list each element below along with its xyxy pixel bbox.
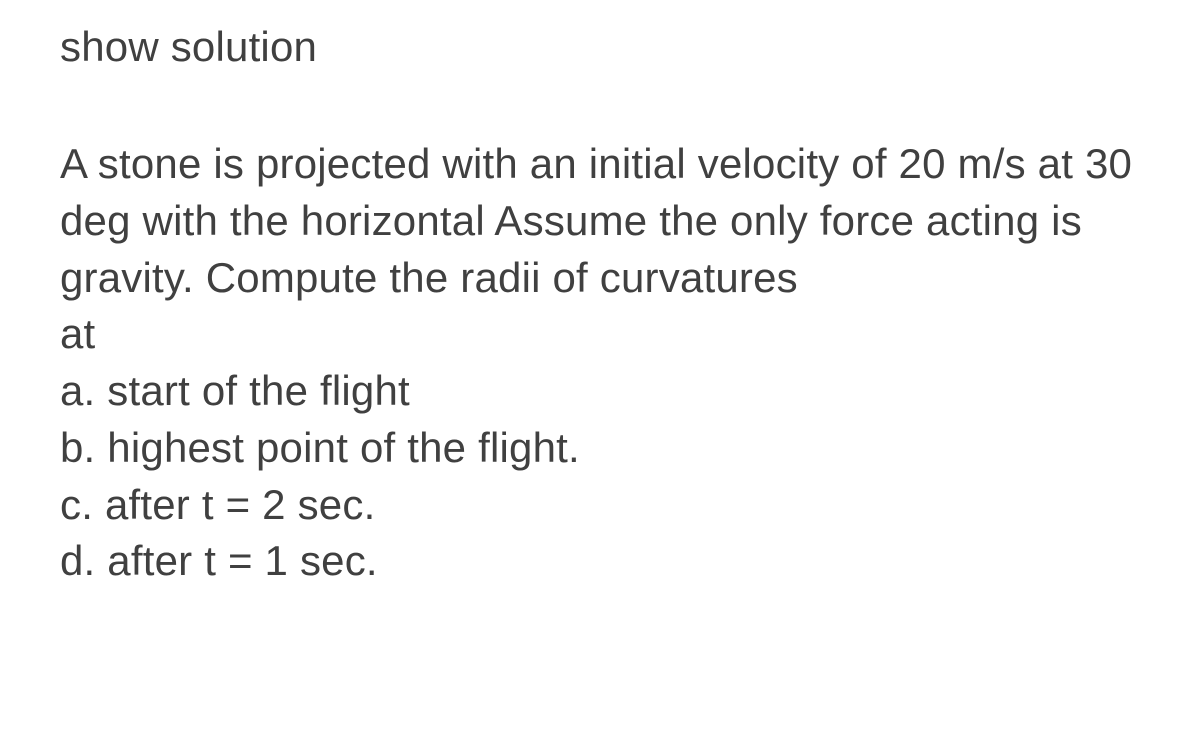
item-c: c. after t = 2 sec. <box>60 477 1140 534</box>
item-d: d. after t = 1 sec. <box>60 533 1140 590</box>
problem-statement: A stone is projected with an initial vel… <box>60 136 1140 306</box>
document-page: show solution A stone is projected with … <box>0 0 1200 590</box>
at-label: at <box>60 306 1140 363</box>
item-a: a. start of the flight <box>60 363 1140 420</box>
item-b: b. highest point of the flight. <box>60 420 1140 477</box>
problem-body: A stone is projected with an initial vel… <box>60 136 1140 590</box>
page-heading: show solution <box>60 22 1140 72</box>
